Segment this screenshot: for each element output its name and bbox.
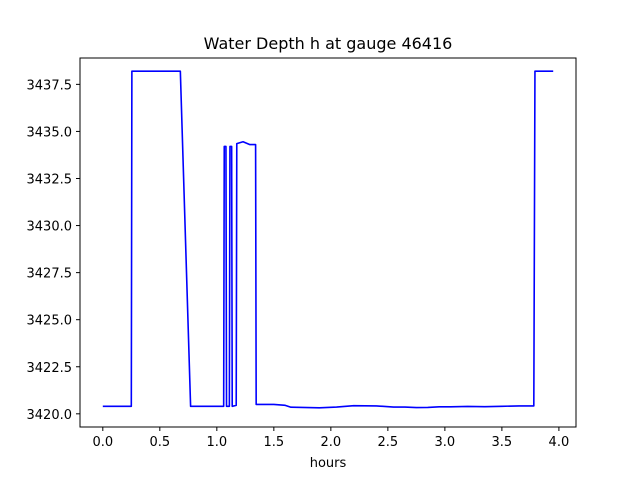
x-tick-label: 3.5 (492, 435, 513, 450)
y-tick-label: 3430.0 (27, 220, 73, 235)
plot-frame (79, 57, 577, 428)
series-line-0 (102, 70, 554, 409)
plot-area (102, 70, 554, 409)
y-tick-label: 3422.5 (27, 361, 73, 376)
y-tick-label: 3420.0 (27, 408, 73, 423)
x-axis-label: hours (310, 456, 347, 471)
x-tick-label: 1.5 (263, 435, 284, 450)
y-tick-label: 3427.5 (27, 267, 73, 282)
chart-title: Water Depth h at gauge 46416 (204, 34, 453, 53)
x-tick-label: 0.5 (149, 435, 170, 450)
y-tick-label: 3425.0 (27, 314, 73, 329)
x-tick-label: 2.0 (321, 435, 342, 450)
x-tick-label: 2.5 (378, 435, 399, 450)
y-tick-label: 3432.5 (27, 172, 73, 187)
x-tick-label: 3.0 (435, 435, 456, 450)
x-axis: 0.0 0.5 1.0 1.5 2.0 2.5 3.0 3.5 4.0 (92, 427, 569, 450)
x-tick-label: 0.0 (92, 435, 113, 450)
y-axis: 3420.0 3422.5 3425.0 3427.5 3430.0 3432.5 3435… (27, 78, 80, 423)
x-tick-label: 1.0 (206, 435, 227, 450)
y-tick-label: 3435.0 (27, 125, 73, 140)
x-tick-label: 4.0 (549, 435, 570, 450)
y-tick-label: 3437.5 (27, 78, 73, 93)
